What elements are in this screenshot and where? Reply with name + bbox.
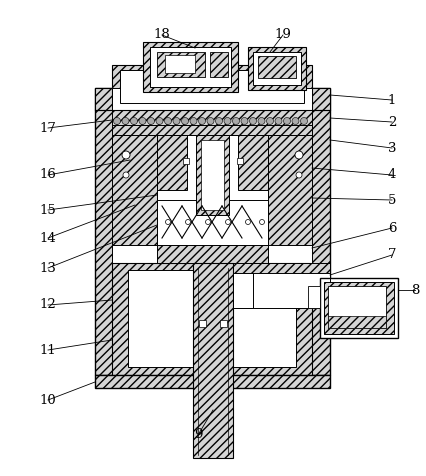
Bar xyxy=(328,286,386,328)
Bar xyxy=(308,286,320,308)
Bar xyxy=(95,88,330,375)
Circle shape xyxy=(283,118,291,125)
Bar xyxy=(157,200,268,245)
Bar xyxy=(120,70,304,103)
Bar xyxy=(157,135,187,190)
Bar xyxy=(248,47,306,90)
Bar xyxy=(112,110,312,125)
Circle shape xyxy=(139,118,146,125)
Text: 4: 4 xyxy=(388,169,396,181)
Text: 6: 6 xyxy=(388,221,396,235)
Circle shape xyxy=(296,172,302,178)
Bar xyxy=(233,263,330,273)
Text: 18: 18 xyxy=(154,29,170,41)
Circle shape xyxy=(275,118,282,125)
Circle shape xyxy=(216,118,222,125)
Bar xyxy=(143,42,238,92)
Circle shape xyxy=(292,118,299,125)
Circle shape xyxy=(245,219,250,225)
Circle shape xyxy=(156,118,163,125)
Bar xyxy=(183,158,189,164)
Circle shape xyxy=(259,219,265,225)
Circle shape xyxy=(295,151,303,159)
Circle shape xyxy=(207,118,214,125)
Bar xyxy=(320,278,398,338)
Bar xyxy=(199,320,206,327)
Bar xyxy=(128,270,296,367)
Circle shape xyxy=(241,118,248,125)
Circle shape xyxy=(147,118,155,125)
Text: 12: 12 xyxy=(40,298,56,311)
Circle shape xyxy=(199,118,205,125)
Text: 13: 13 xyxy=(40,261,56,275)
Text: 9: 9 xyxy=(194,428,202,442)
Circle shape xyxy=(122,118,129,125)
Circle shape xyxy=(267,118,273,125)
Circle shape xyxy=(113,118,121,125)
Circle shape xyxy=(190,118,197,125)
Text: 15: 15 xyxy=(40,204,56,217)
Bar xyxy=(165,55,195,73)
Circle shape xyxy=(233,118,239,125)
Bar xyxy=(112,88,312,110)
Bar xyxy=(258,56,296,78)
Text: 5: 5 xyxy=(388,194,396,207)
Circle shape xyxy=(164,118,172,125)
Bar xyxy=(157,135,268,245)
Bar xyxy=(157,52,205,77)
Bar xyxy=(112,65,312,108)
Circle shape xyxy=(258,118,265,125)
Bar xyxy=(237,158,243,164)
Bar xyxy=(193,263,233,458)
Bar xyxy=(196,135,229,215)
Circle shape xyxy=(205,219,210,225)
Circle shape xyxy=(181,118,188,125)
Bar xyxy=(253,52,301,85)
Circle shape xyxy=(224,118,231,125)
Bar xyxy=(233,273,253,308)
Bar xyxy=(112,105,312,357)
Text: 17: 17 xyxy=(40,121,56,135)
Bar xyxy=(324,282,394,334)
Bar xyxy=(201,140,224,210)
Circle shape xyxy=(122,151,130,159)
Bar xyxy=(95,375,330,388)
Bar xyxy=(112,135,157,245)
Circle shape xyxy=(130,118,138,125)
Circle shape xyxy=(250,118,256,125)
Bar xyxy=(157,245,268,263)
Bar xyxy=(328,316,386,328)
Text: 2: 2 xyxy=(388,116,396,129)
Circle shape xyxy=(173,118,180,125)
Text: 1: 1 xyxy=(388,93,396,107)
Text: 7: 7 xyxy=(388,248,396,261)
Text: 14: 14 xyxy=(40,231,56,245)
Bar xyxy=(238,135,268,190)
Circle shape xyxy=(225,219,230,225)
Circle shape xyxy=(123,172,129,178)
Bar xyxy=(150,47,231,87)
Bar xyxy=(112,263,312,375)
Text: 8: 8 xyxy=(411,284,419,297)
Circle shape xyxy=(165,219,170,225)
Bar xyxy=(95,88,330,110)
Bar xyxy=(112,125,312,135)
Text: 11: 11 xyxy=(40,344,56,357)
Text: 3: 3 xyxy=(388,141,396,155)
Bar xyxy=(268,135,312,245)
Text: 19: 19 xyxy=(275,29,291,41)
Circle shape xyxy=(185,219,190,225)
Text: 16: 16 xyxy=(40,169,56,181)
Bar xyxy=(220,320,227,327)
Bar xyxy=(210,52,228,77)
Circle shape xyxy=(300,118,308,125)
Text: 10: 10 xyxy=(40,394,56,407)
Bar xyxy=(233,263,330,308)
